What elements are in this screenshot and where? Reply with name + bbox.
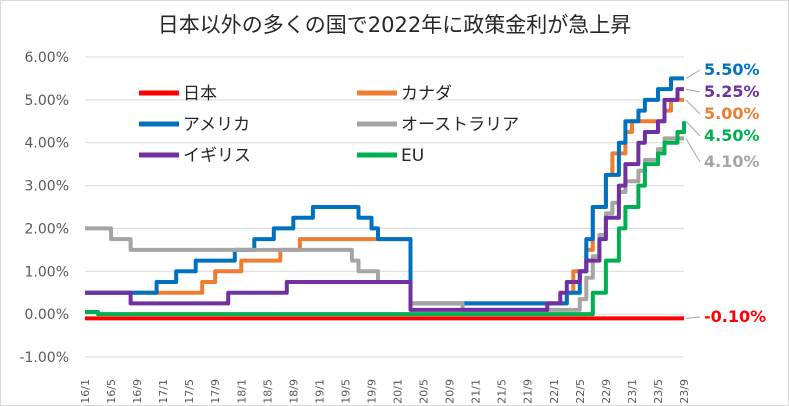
end-value-label: 5.50%: [704, 60, 760, 79]
x-tick-label: 21/1: [470, 379, 483, 404]
x-tick-label: 18/1: [235, 379, 248, 404]
x-tick-label: 17/1: [157, 379, 170, 404]
leader-line: [685, 316, 701, 319]
x-tick-label: 16/9: [131, 379, 144, 404]
x-tick-label: 23/5: [652, 379, 665, 404]
x-tick-label: 16/5: [105, 379, 118, 404]
chart-title: 日本以外の多くの国で2022年に政策金利が急上昇: [157, 13, 632, 37]
x-tick-label: 19/1: [313, 379, 326, 404]
x-tick-label: 17/9: [209, 379, 222, 404]
x-tick-label: 23/9: [678, 379, 691, 404]
leader-line: [685, 120, 701, 137]
x-tick-label: 22/5: [574, 379, 587, 404]
end-value-label: 4.10%: [704, 152, 760, 171]
y-tick-label: 3.00%: [25, 179, 69, 195]
end-labels: -0.10% 5.00% 5.50% 4.10% 5.25% 4.50%: [685, 60, 766, 326]
y-tick-label: 1.00%: [25, 264, 69, 280]
legend-label: オーストラリア: [401, 115, 519, 135]
legend-label: EU: [401, 146, 424, 166]
leader-line: [685, 88, 701, 93]
legend-label: アメリカ: [183, 115, 250, 135]
x-tick-label: 21/5: [496, 379, 509, 404]
y-tick-label: 5.00%: [25, 93, 69, 109]
legend-label: 日本: [183, 84, 217, 104]
x-tick-label: 20/1: [392, 379, 405, 404]
x-tick-label: 19/5: [339, 379, 352, 404]
series-line-オーストラリア: [85, 136, 684, 312]
end-value-label: -0.10%: [704, 307, 766, 326]
x-tick-label: 20/5: [418, 379, 431, 404]
x-tick-label: 23/1: [626, 379, 639, 404]
leader-line: [685, 99, 701, 115]
leader-line: [685, 138, 701, 163]
end-value-label: 5.25%: [704, 82, 760, 101]
x-tick-label: 21/9: [522, 379, 535, 404]
x-tick-label: 22/9: [600, 379, 613, 404]
x-tick-label: 19/9: [365, 379, 378, 404]
y-tick-label: 0.00%: [25, 307, 69, 323]
end-value-label: 4.50%: [704, 126, 760, 145]
x-tick-label: 16/1: [79, 379, 92, 404]
x-tick-label: 22/1: [548, 379, 561, 404]
legend-label: カナダ: [401, 84, 452, 104]
y-tick-label: -1.00%: [19, 350, 69, 366]
x-tick-label: 17/5: [183, 379, 196, 404]
y-tick-label: 4.00%: [25, 136, 69, 152]
series-line-EU: [85, 121, 686, 317]
x-tick-label: 18/9: [287, 379, 300, 404]
x-tick-label: 18/5: [261, 379, 274, 404]
y-tick-label: 2.00%: [25, 221, 69, 237]
end-value-label: 5.00%: [704, 104, 760, 123]
y-axis-ticks: -1.00% 0.00% 1.00% 2.00% 3.00% 4.00% 5.00% 6.00…: [19, 50, 69, 366]
series-lines: [85, 76, 686, 321]
series-line-イギリス: [85, 87, 684, 312]
leader-line: [685, 69, 701, 79]
legend-label: イギリス: [183, 146, 251, 166]
y-tick-label: 6.00%: [25, 50, 69, 66]
x-axis-ticks: 16/1 16/5 16/9 17/1 17/5 17/9 18/1 18/5 18/9 19/1…: [79, 379, 691, 404]
x-tick-label: 20/9: [444, 379, 457, 404]
